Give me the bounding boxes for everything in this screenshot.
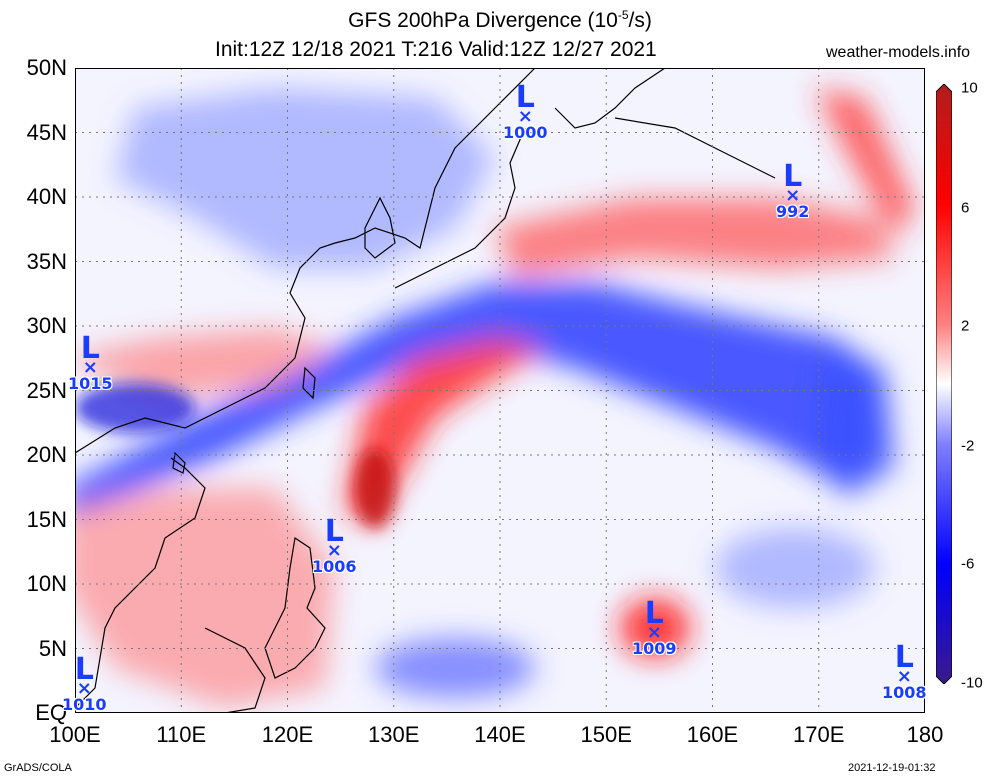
map-title: GFS 200hPa Divergence (10-5/s) bbox=[348, 8, 652, 32]
colorbar-label: 10 bbox=[961, 79, 978, 97]
lon-label: 120E bbox=[261, 722, 314, 747]
lat-label: 30N bbox=[26, 313, 67, 338]
lon-label: 180 bbox=[906, 722, 944, 747]
lat-label: 45N bbox=[26, 119, 67, 145]
lat-label: 15N bbox=[26, 506, 67, 532]
lon-label: 130E bbox=[368, 722, 420, 747]
footer-left: GrADS/COLA bbox=[4, 762, 72, 774]
colorbar-label: -10 bbox=[961, 674, 983, 692]
lat-label: 40N bbox=[26, 184, 67, 209]
low-pressure-1009: L × 1009 bbox=[632, 596, 677, 658]
low-pressure-992: L × 992 bbox=[776, 159, 810, 221]
lon-label: 160E bbox=[686, 722, 739, 747]
lat-label: 35N bbox=[26, 248, 67, 274]
lon-label: 150E bbox=[580, 722, 632, 747]
lat-label: 20N bbox=[26, 442, 67, 467]
map-subtitle: Init:12Z 12/18 2021 T:216 Valid:12Z 12/2… bbox=[215, 38, 657, 61]
divergence-map bbox=[75, 68, 925, 713]
colorbar-label: -2 bbox=[961, 437, 975, 455]
lon-label: 110E bbox=[156, 722, 207, 747]
site-credit: weather-models.info bbox=[826, 44, 971, 61]
lon-label: 100E bbox=[49, 722, 101, 747]
lat-label: 25N bbox=[26, 377, 67, 403]
lat-label: EQ bbox=[35, 700, 67, 725]
divergence-field bbox=[75, 88, 915, 708]
lat-label: 5N bbox=[38, 635, 67, 661]
lon-label: 170E bbox=[793, 722, 845, 747]
low-pressure-1010: L × 1010 bbox=[62, 652, 107, 714]
colorbar-label: 6 bbox=[961, 199, 970, 217]
lat-label: 10N bbox=[26, 571, 67, 596]
graticule bbox=[75, 68, 925, 713]
lon-label: 140E bbox=[474, 722, 526, 747]
coastlines bbox=[75, 68, 776, 713]
low-pressure-1006: L × 1006 bbox=[312, 514, 357, 576]
lat-label: 50N bbox=[26, 55, 67, 80]
low-pressure-1015: L × 1015 bbox=[68, 331, 113, 393]
low-pressure-1008: L × 1008 bbox=[882, 640, 927, 702]
footer-right: 2021-12-19-01:32 bbox=[848, 762, 936, 774]
colorbar-label: -6 bbox=[961, 555, 975, 573]
low-pressure-1000: L × 1000 bbox=[503, 80, 548, 142]
colorbar-label: 2 bbox=[961, 317, 970, 335]
colorbar bbox=[936, 84, 952, 684]
